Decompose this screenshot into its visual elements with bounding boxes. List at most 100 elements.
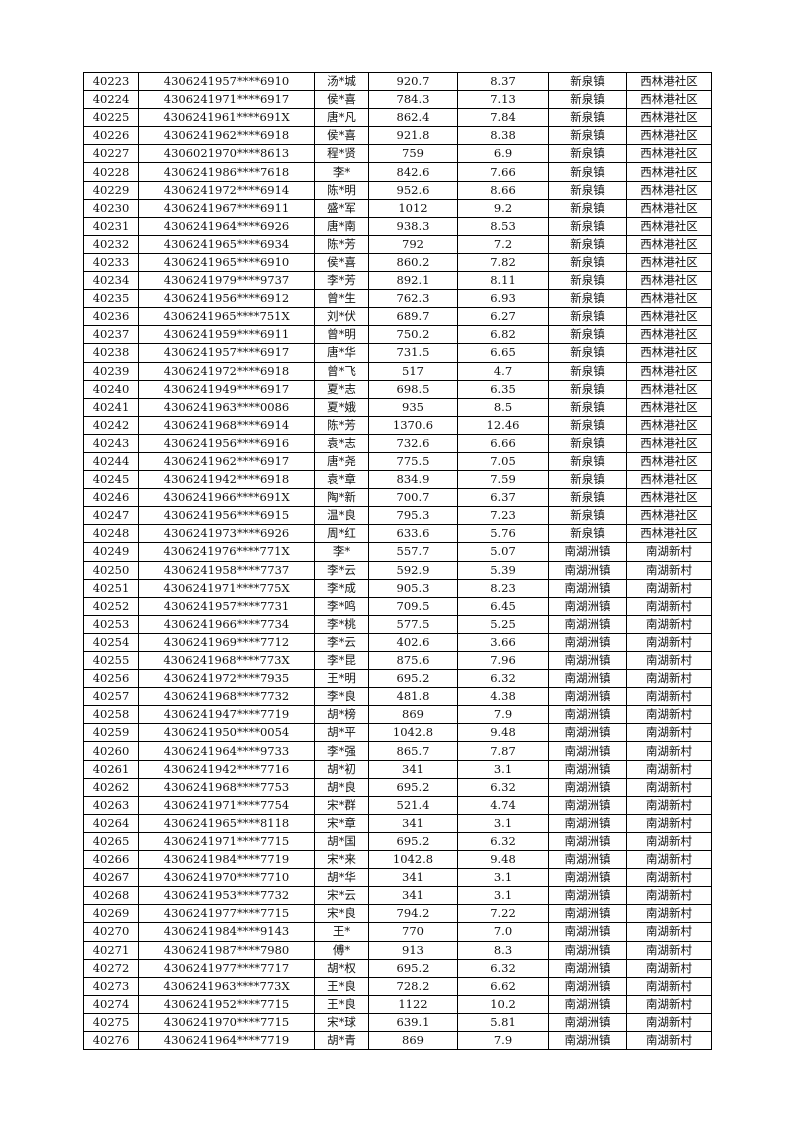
amount-cell: 731.5 bbox=[368, 343, 458, 363]
community-cell: 西林港社区 bbox=[626, 234, 712, 254]
name-cell: 王*良 bbox=[314, 976, 369, 996]
community-cell: 南湖新村 bbox=[626, 705, 712, 725]
table-row: 40270 4306241984****9143 王* 770 7.0 南湖洲镇 南湖新村 bbox=[83, 922, 712, 942]
id-number-cell: 4306241965****8118 bbox=[138, 813, 315, 833]
value-cell: 3.1 bbox=[457, 759, 549, 779]
id-number-cell: 4306241976****771X bbox=[138, 542, 315, 562]
amount-cell: 1122 bbox=[368, 994, 458, 1014]
table-row: 40244 4306241962****6917 唐*尧 775.5 7.05 新泉镇 西林… bbox=[83, 451, 712, 472]
value-cell: 3.66 bbox=[457, 632, 549, 653]
name-cell: 宋*来 bbox=[314, 850, 369, 870]
table-row: 40257 4306241968****7732 李*良 481.8 4.38 南湖洲镇南… bbox=[83, 687, 712, 707]
amount-cell: 920.7 bbox=[368, 71, 458, 92]
community-cell: 南湖新村 bbox=[626, 669, 712, 689]
row-number-cell: 40235 bbox=[83, 289, 139, 309]
id-number-cell: 4306241970****7710 bbox=[138, 868, 315, 888]
community-cell: 西林港社区 bbox=[626, 506, 712, 526]
row-number-cell: 40225 bbox=[83, 108, 139, 128]
id-number-cell: 4306241964****7719 bbox=[138, 1030, 315, 1051]
community-cell: 南湖新村 bbox=[626, 723, 712, 743]
community-cell: 南湖新村 bbox=[626, 777, 712, 797]
community-cell: 南湖新村 bbox=[626, 578, 712, 598]
table-row: 40265 4306241971****7715 胡*国 695.2 6.32 南湖洲镇南… bbox=[83, 831, 712, 852]
table-row: 40266 4306241984****7719 宋*来 1042.8 9.48 南湖洲镇… bbox=[83, 850, 712, 870]
id-number-cell: 4306241972****6918 bbox=[138, 361, 315, 381]
town-cell: 新泉镇 bbox=[548, 343, 627, 363]
row-number-cell: 40274 bbox=[83, 994, 139, 1014]
amount-cell: 689.7 bbox=[368, 307, 458, 327]
community-cell: 南湖新村 bbox=[626, 904, 712, 924]
value-cell: 8.66 bbox=[457, 180, 549, 200]
name-cell: 宋*章 bbox=[314, 813, 369, 833]
row-number-cell: 40267 bbox=[83, 868, 139, 888]
id-number-cell: 4306241965****751X bbox=[138, 307, 315, 327]
value-cell: 3.1 bbox=[457, 813, 549, 833]
row-number-cell: 40247 bbox=[83, 506, 139, 526]
town-cell: 新泉镇 bbox=[548, 307, 627, 327]
amount-cell: 695.2 bbox=[368, 831, 458, 852]
amount-cell: 728.2 bbox=[368, 976, 458, 996]
name-cell: 宋*良 bbox=[314, 904, 369, 924]
id-number-cell: 4306241956****6916 bbox=[138, 433, 315, 453]
value-cell: 4.74 bbox=[457, 795, 549, 815]
row-number-cell: 40227 bbox=[83, 144, 139, 164]
table-row: 40233 4306241965****6910 侯*喜 860.2 7.82 新泉镇 西林… bbox=[83, 252, 712, 273]
table-row: 40230 4306241967****6911 盛*军 1012 9.2 新泉镇 西林港社… bbox=[83, 198, 712, 218]
town-cell: 新泉镇 bbox=[548, 108, 627, 128]
community-cell: 西林港社区 bbox=[626, 216, 712, 236]
town-cell: 新泉镇 bbox=[548, 397, 627, 417]
name-cell: 王*良 bbox=[314, 994, 369, 1014]
table-row: 40229 4306241972****6914 陈*明 952.6 8.66 新泉镇 西林… bbox=[83, 180, 712, 200]
town-cell: 新泉镇 bbox=[548, 524, 627, 544]
amount-cell: 775.5 bbox=[368, 451, 458, 472]
row-number-cell: 40259 bbox=[83, 723, 139, 743]
name-cell: 袁*章 bbox=[314, 470, 369, 490]
id-number-cell: 4306241956****6915 bbox=[138, 506, 315, 526]
amount-cell: 341 bbox=[368, 868, 458, 888]
amount-cell: 695.2 bbox=[368, 777, 458, 797]
value-cell: 6.45 bbox=[457, 596, 549, 616]
town-cell: 新泉镇 bbox=[548, 198, 627, 218]
value-cell: 6.32 bbox=[457, 669, 549, 689]
row-number-cell: 40275 bbox=[83, 1012, 139, 1032]
amount-cell: 517 bbox=[368, 361, 458, 381]
town-cell: 南湖洲镇 bbox=[548, 705, 627, 725]
id-number-cell: 4306241963****0086 bbox=[138, 397, 315, 417]
row-number-cell: 40253 bbox=[83, 614, 139, 634]
town-cell: 南湖洲镇 bbox=[548, 813, 627, 833]
town-cell: 南湖洲镇 bbox=[548, 650, 627, 671]
value-cell: 6.27 bbox=[457, 307, 549, 327]
id-number-cell: 4306241971****6917 bbox=[138, 90, 315, 110]
community-cell: 西林港社区 bbox=[626, 415, 712, 435]
row-number-cell: 40270 bbox=[83, 922, 139, 942]
community-cell: 西林港社区 bbox=[626, 71, 712, 92]
id-number-cell: 4306241967****6911 bbox=[138, 198, 315, 218]
table-row: 40243 4306241956****6916 袁*志 732.6 6.66 新泉镇 西林… bbox=[83, 433, 712, 453]
table-row: 40269 4306241977****7715 宋*良 794.2 7.22 南湖洲镇南… bbox=[83, 904, 712, 924]
table-row: 40242 4306241968****6914 陈*芳 1370.6 12.46 新泉镇… bbox=[83, 415, 712, 435]
amount-cell: 921.8 bbox=[368, 126, 458, 146]
name-cell: 侯*喜 bbox=[314, 126, 369, 146]
town-cell: 新泉镇 bbox=[548, 289, 627, 309]
amount-cell: 341 bbox=[368, 759, 458, 779]
value-cell: 7.96 bbox=[457, 650, 549, 671]
amount-cell: 481.8 bbox=[368, 687, 458, 707]
row-number-cell: 40240 bbox=[83, 379, 139, 399]
id-number-cell: 4306241949****6917 bbox=[138, 379, 315, 399]
row-number-cell: 40249 bbox=[83, 542, 139, 562]
id-number-cell: 4306241977****7715 bbox=[138, 904, 315, 924]
row-number-cell: 40271 bbox=[83, 940, 139, 960]
community-cell: 南湖新村 bbox=[626, 922, 712, 942]
community-cell: 南湖新村 bbox=[626, 542, 712, 562]
name-cell: 曾*飞 bbox=[314, 361, 369, 381]
community-cell: 南湖新村 bbox=[626, 614, 712, 634]
row-number-cell: 40254 bbox=[83, 632, 139, 653]
id-number-cell: 4306241962****6918 bbox=[138, 126, 315, 146]
community-cell: 南湖新村 bbox=[626, 687, 712, 707]
table-row: 40268 4306241953****7732 宋*云 341 3.1 南湖洲镇 南湖新村 bbox=[83, 886, 712, 906]
town-cell: 南湖洲镇 bbox=[548, 976, 627, 996]
amount-cell: 759 bbox=[368, 144, 458, 164]
table-row: 40245 4306241942****6918 袁*章 834.9 7.59 新泉镇 西林… bbox=[83, 470, 712, 490]
value-cell: 3.1 bbox=[457, 886, 549, 906]
name-cell: 陶*新 bbox=[314, 488, 369, 508]
